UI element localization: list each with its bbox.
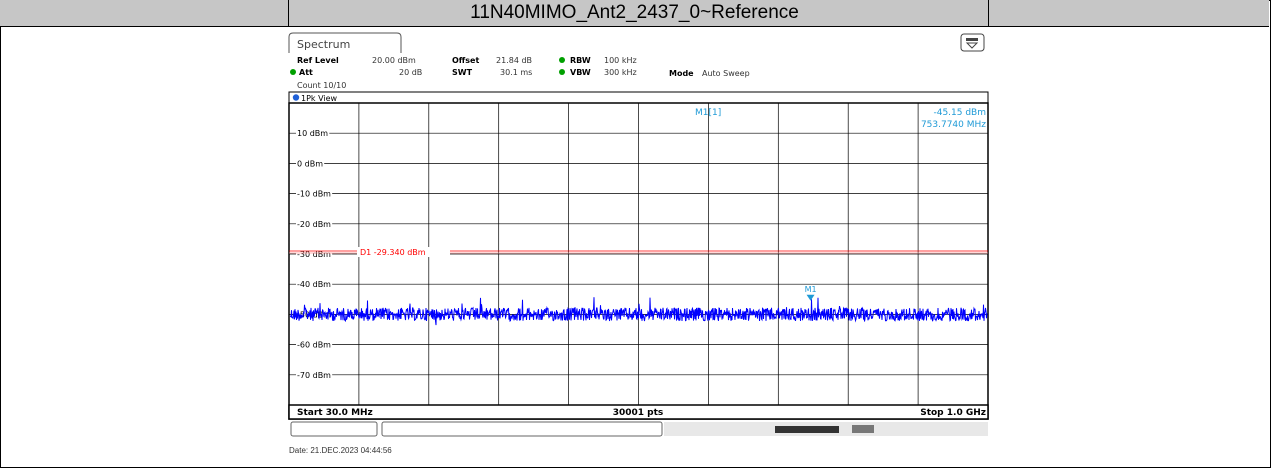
- rbw-value: 100 kHz: [604, 56, 637, 65]
- marker-m1-label: M1: [805, 285, 817, 294]
- x-axis-bar: [288, 404, 989, 420]
- status-bar: [289, 421, 988, 437]
- settings-panel: [289, 53, 988, 91]
- marker-group: M1: [805, 285, 817, 301]
- threshold-label-bg: [357, 247, 450, 258]
- trace-indicator-dot: [292, 94, 300, 101]
- y-tick-label-bg: [296, 159, 325, 169]
- spectrum-tab-label: Spectrum: [297, 38, 350, 51]
- marker-m1[interactable]: [806, 294, 815, 301]
- y-tick-label: -70 dBm: [297, 371, 331, 380]
- offset-value: 21.84 dB: [496, 56, 532, 65]
- threshold-label: D1 -29.340 dBm: [360, 248, 426, 257]
- rbw-label: RBW: [570, 56, 591, 65]
- status-indicator: [852, 425, 874, 433]
- mode-label: Mode: [669, 69, 694, 78]
- mode-value: Auto Sweep: [702, 69, 750, 78]
- att-value: 20 dB: [399, 68, 422, 77]
- stop-frequency: Stop 1.0 GHz: [920, 408, 986, 418]
- trace-header: [288, 91, 989, 104]
- marker-readout-label: M1[1]: [695, 108, 721, 118]
- threshold-group: D1 -29.340 dBm: [289, 247, 988, 258]
- ref-level-label: Ref Level: [297, 56, 339, 65]
- ref-level-value: 20.00 dBm: [372, 56, 416, 65]
- y-tick-label: -60 dBm: [297, 341, 331, 350]
- swt-label: SWT: [452, 68, 473, 77]
- att-status-dot: [290, 69, 296, 75]
- spectrum-tab[interactable]: [288, 32, 402, 53]
- y-tick-label-bg: [296, 340, 333, 350]
- offset-status-dot: [559, 57, 565, 63]
- y-tick-label-bg: [296, 250, 333, 259]
- vbw-label: VBW: [570, 68, 591, 77]
- y-tick-label: 10 dBm: [297, 129, 328, 138]
- capture-date: Date: 21.DEC.2023 04:44:56: [289, 446, 392, 455]
- title-divider-right: [988, 0, 989, 26]
- y-tick-label: -10 dBm: [297, 190, 331, 199]
- y-tick-label: -30 dBm: [297, 250, 331, 259]
- title-bar: 11N40MIMO_Ant2_2437_0~Reference: [0, 0, 1269, 27]
- start-frequency: Start 30.0 MHz: [297, 408, 373, 418]
- title-divider-left: [288, 0, 289, 26]
- swt-value: 30.1 ms: [500, 68, 532, 77]
- y-tick-label: -20 dBm: [297, 220, 331, 229]
- status-field-left[interactable]: [290, 421, 378, 437]
- page-title: 11N40MIMO_Ant2_2437_0~Reference: [470, 2, 799, 23]
- y-tick-label-bg: [296, 129, 330, 139]
- progress-bar: [775, 426, 839, 433]
- att-label: Att: [299, 68, 313, 77]
- y-tick-label-bg: [296, 189, 333, 199]
- y-tick-label-bg: [296, 280, 333, 290]
- trace-view-label: 1Pk View: [301, 94, 338, 103]
- status-field-center[interactable]: [381, 421, 663, 437]
- offset-label: Offset: [452, 56, 479, 65]
- vbw-value: 300 kHz: [604, 68, 637, 77]
- marker-readout-level: -45.15 dBm: [933, 108, 986, 118]
- swt-status-dot: [559, 69, 565, 75]
- y-tick-label-bg: [296, 219, 333, 229]
- plot-grid: [289, 103, 988, 405]
- y-tick-label-bg: [296, 370, 333, 380]
- y-tick-label: 0 dBm: [297, 159, 323, 168]
- marker-readout-freq: 753.7740 MHz: [921, 120, 986, 130]
- sweep-count: Count 10/10: [297, 81, 346, 90]
- screen-config-icon[interactable]: [960, 33, 985, 52]
- sweep-points: 30001 pts: [613, 408, 664, 418]
- y-tick-label: -40 dBm: [297, 280, 331, 289]
- trace-line: [289, 297, 988, 326]
